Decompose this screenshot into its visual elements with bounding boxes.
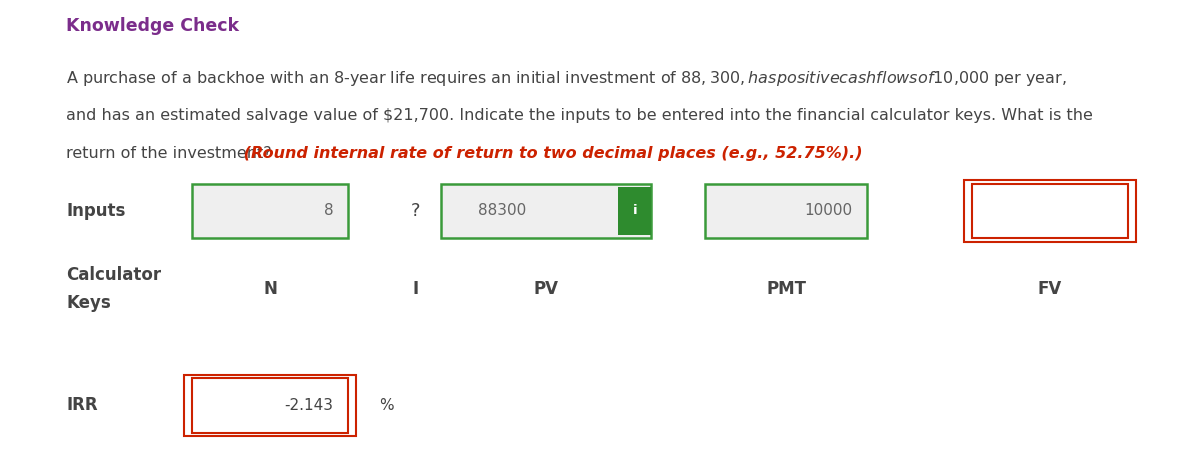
Text: IRR: IRR [66,396,97,414]
Text: ?: ? [410,202,420,220]
Text: Inputs: Inputs [66,202,125,220]
Text: PMT: PMT [766,280,806,298]
FancyBboxPatch shape [184,374,356,436]
Text: 88300: 88300 [479,203,527,219]
Text: %: % [379,398,394,413]
Text: 8: 8 [324,203,334,219]
FancyBboxPatch shape [192,183,348,238]
Text: Keys: Keys [66,294,110,312]
Text: Knowledge Check: Knowledge Check [66,17,239,35]
Text: I: I [412,280,419,298]
Text: -2.143: -2.143 [284,398,334,413]
Text: N: N [263,280,277,298]
Text: 10000: 10000 [804,203,852,219]
FancyBboxPatch shape [706,183,866,238]
Text: PV: PV [534,280,558,298]
Text: Calculator: Calculator [66,266,161,284]
Text: return of the investment?: return of the investment? [66,146,271,162]
Text: and has an estimated salvage value of $21,700. Indicate the inputs to be entered: and has an estimated salvage value of $2… [66,108,1093,123]
FancyBboxPatch shape [972,183,1128,238]
FancyBboxPatch shape [192,378,348,432]
FancyBboxPatch shape [618,187,650,236]
FancyBboxPatch shape [964,180,1136,242]
Text: (Round internal rate of return to two decimal places (e.g., 52.75%).): (Round internal rate of return to two de… [239,146,863,162]
Text: i: i [632,204,637,218]
Text: A purchase of a backhoe with an 8-year life requires an initial investment of $8: A purchase of a backhoe with an 8-year l… [66,69,1067,88]
Text: FV: FV [1038,280,1062,298]
FancyBboxPatch shape [442,183,650,238]
